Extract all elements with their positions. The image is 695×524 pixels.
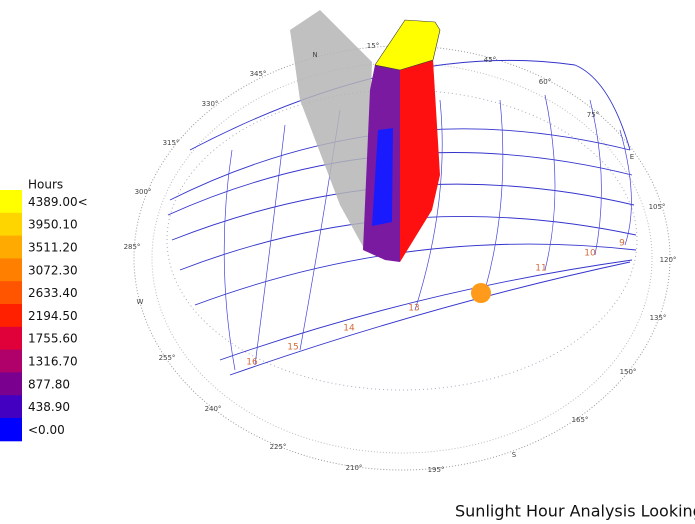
legend-label: 3950.10 <box>28 218 78 232</box>
sun <box>471 283 491 303</box>
legend-label: 4389.00< <box>28 195 88 209</box>
hour-label: 10 <box>584 249 596 259</box>
compass-label: 135° <box>650 314 667 322</box>
legend-swatch <box>0 190 22 213</box>
legend-label: 1755.60 <box>28 332 78 346</box>
legend-swatch <box>0 281 22 304</box>
compass-label: N <box>312 51 317 59</box>
building-side <box>400 60 440 262</box>
hour-label: 13 <box>408 304 419 314</box>
hour-label: 11 <box>535 264 546 274</box>
legend-label: 3072.30 <box>28 263 78 277</box>
legend-swatch <box>0 258 22 281</box>
legend-swatch <box>0 236 22 259</box>
legend-swatch <box>0 327 22 350</box>
compass-label: 240° <box>205 405 222 413</box>
legend-label: <0.00 <box>28 423 65 437</box>
compass-label: W <box>137 298 144 306</box>
compass-label: 330° <box>202 100 219 108</box>
compass-label: 285° <box>124 243 141 251</box>
compass-label: E <box>630 153 634 161</box>
legend-swatch <box>0 395 22 418</box>
page: Sunlight Hour Analysis Looking North Hou… <box>0 0 695 524</box>
compass-label: 75° <box>587 111 599 119</box>
legend-label: 3511.20 <box>28 241 78 255</box>
compass-label: S <box>512 451 517 459</box>
legend-swatch <box>0 372 22 395</box>
compass-label: 195° <box>428 466 445 474</box>
hour-label: 16 <box>246 358 258 368</box>
legend-swatch <box>0 350 22 373</box>
compass-label: 255° <box>159 354 176 362</box>
compass-label: 105° <box>649 203 666 211</box>
legend-label: 1316.70 <box>28 355 78 369</box>
caption: Sunlight Hour Analysis Looking North <box>455 502 695 521</box>
compass-label: 45° <box>484 56 496 64</box>
hour-label: 15 <box>287 343 298 353</box>
compass-label: 150° <box>620 368 637 376</box>
legend-label: 438.90 <box>28 400 70 414</box>
compass-label: 315° <box>163 139 180 147</box>
legend-label: 877.80 <box>28 377 70 391</box>
legend-label: 2633.40 <box>28 286 78 300</box>
compass-label: 225° <box>270 443 287 451</box>
compass-label: 60° <box>539 78 551 86</box>
compass-label: 345° <box>250 70 267 78</box>
legend-title: Hours <box>28 178 63 192</box>
shadow <box>290 10 372 252</box>
legend-swatch <box>0 213 22 236</box>
scene: Sunlight Hour Analysis Looking North Hou… <box>0 0 695 524</box>
legend-swatch <box>0 304 22 327</box>
hour-label: 14 <box>343 324 355 334</box>
compass-label: 165° <box>572 416 589 424</box>
legend-label: 2194.50 <box>28 309 78 323</box>
compass-label: 300° <box>135 188 152 196</box>
compass-label: 120° <box>660 256 677 264</box>
compass-label: 210° <box>346 464 363 472</box>
compass-label: 15° <box>367 42 379 50</box>
hour-label: 9 <box>619 239 625 249</box>
legend-swatch <box>0 418 22 441</box>
